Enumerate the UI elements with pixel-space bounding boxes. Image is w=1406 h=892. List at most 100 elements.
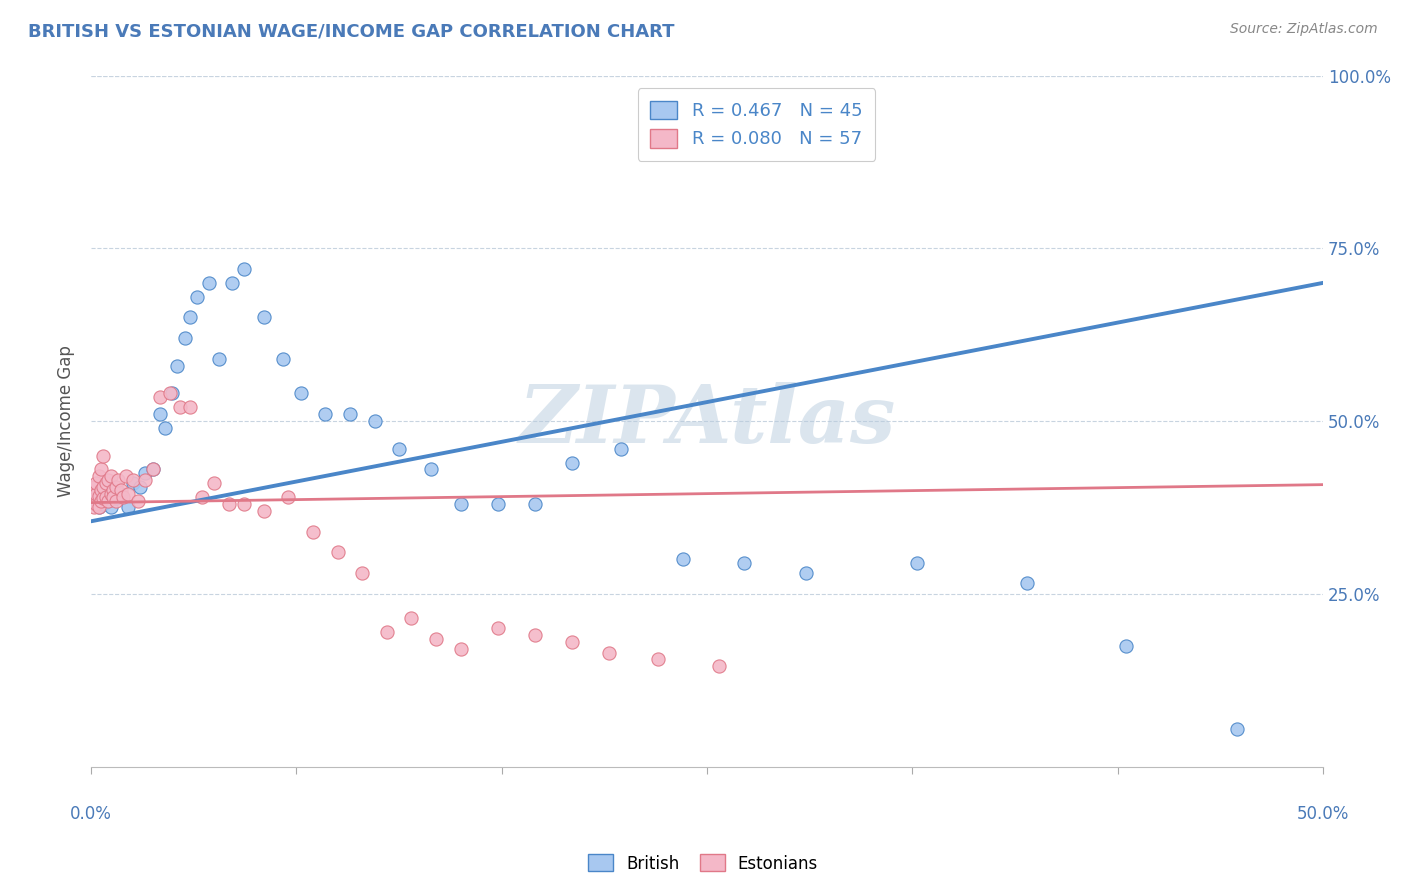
Point [218,497,240,511]
Point [598,646,620,660]
Point [104,493,127,508]
Point [232,497,254,511]
Point [326,545,349,559]
Point [352,566,374,580]
Point [103,483,125,498]
Point [134,473,156,487]
Point [401,611,423,625]
Point [87,469,110,483]
Point [186,290,208,304]
Point [794,566,817,580]
Point [93,480,115,494]
Point [84,497,107,511]
Point [523,497,546,511]
Legend: R = 0.467   N = 45, R = 0.080   N = 57: R = 0.467 N = 45, R = 0.080 N = 57 [638,88,875,161]
Point [709,659,731,673]
Point [100,500,122,515]
Point [142,462,165,476]
Point [97,473,120,487]
Point [450,497,472,511]
Point [173,331,195,345]
Point [104,480,127,494]
Point [290,386,312,401]
Point [94,476,117,491]
Point [93,449,115,463]
Point [94,490,117,504]
Point [149,390,172,404]
Point [83,490,105,504]
Point [90,483,112,498]
Y-axis label: Wage/Income Gap: Wage/Income Gap [58,345,75,497]
Point [221,276,243,290]
Point [87,500,110,515]
Point [1226,722,1249,736]
Point [198,276,221,290]
Point [110,483,132,498]
Point [100,469,122,483]
Point [93,497,115,511]
Point [425,632,447,646]
Point [84,493,107,508]
Point [83,480,105,494]
Text: ZIPAtlas: ZIPAtlas [519,383,896,459]
Point [671,552,693,566]
Point [1115,639,1137,653]
Text: Source: ZipAtlas.com: Source: ZipAtlas.com [1230,22,1378,37]
Point [97,493,120,508]
Point [84,486,107,500]
Point [87,489,110,503]
Point [90,462,112,476]
Point [159,386,181,401]
Point [84,476,107,491]
Point [107,473,129,487]
Text: 50.0%: 50.0% [1296,805,1350,823]
Point [208,351,231,366]
Point [122,473,145,487]
Text: BRITISH VS ESTONIAN WAGE/INCOME GAP CORRELATION CHART: BRITISH VS ESTONIAN WAGE/INCOME GAP CORR… [28,22,675,40]
Point [90,493,112,508]
Point [122,476,145,491]
Legend: British, Estonians: British, Estonians [581,847,825,880]
Point [561,456,583,470]
Point [561,635,583,649]
Point [103,490,125,504]
Point [253,504,276,518]
Point [93,491,115,506]
Point [302,524,325,539]
Point [388,442,411,456]
Point [314,407,336,421]
Point [647,652,669,666]
Point [134,466,156,480]
Point [117,500,139,515]
Point [450,642,472,657]
Point [104,491,127,506]
Point [114,469,136,483]
Point [1017,576,1039,591]
Point [273,351,295,366]
Point [129,480,152,494]
Point [375,624,398,639]
Point [486,621,509,635]
Point [94,490,117,504]
Point [202,476,225,491]
Point [179,401,201,415]
Point [127,493,149,508]
Point [523,628,546,642]
Point [486,497,509,511]
Point [153,421,176,435]
Point [169,401,191,415]
Point [112,490,135,504]
Point [339,407,361,421]
Point [166,359,188,373]
Point [733,556,755,570]
Point [179,310,201,325]
Point [83,500,105,515]
Point [191,490,214,504]
Point [90,489,112,503]
Point [253,310,276,325]
Point [142,462,165,476]
Point [117,486,139,500]
Point [277,490,299,504]
Point [162,386,184,401]
Point [420,462,443,476]
